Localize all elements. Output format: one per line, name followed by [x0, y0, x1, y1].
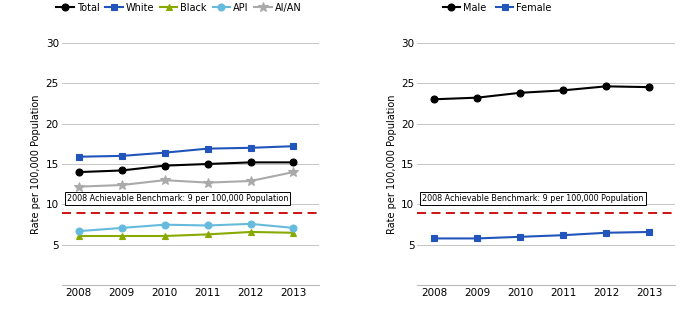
Y-axis label: Rate per 100,000 Population: Rate per 100,000 Population: [387, 94, 397, 234]
Y-axis label: Rate per 100,000 Population: Rate per 100,000 Population: [32, 94, 42, 234]
Text: 2008 Achievable Benchmark: 9 per 100,000 Population: 2008 Achievable Benchmark: 9 per 100,000…: [67, 194, 288, 203]
Text: 2008 Achievable Benchmark: 9 per 100,000 Population: 2008 Achievable Benchmark: 9 per 100,000…: [422, 194, 644, 203]
Legend: Total, White, Black, API, AI/AN: Total, White, Black, API, AI/AN: [56, 3, 301, 12]
Legend: Male, Female: Male, Female: [443, 3, 552, 12]
